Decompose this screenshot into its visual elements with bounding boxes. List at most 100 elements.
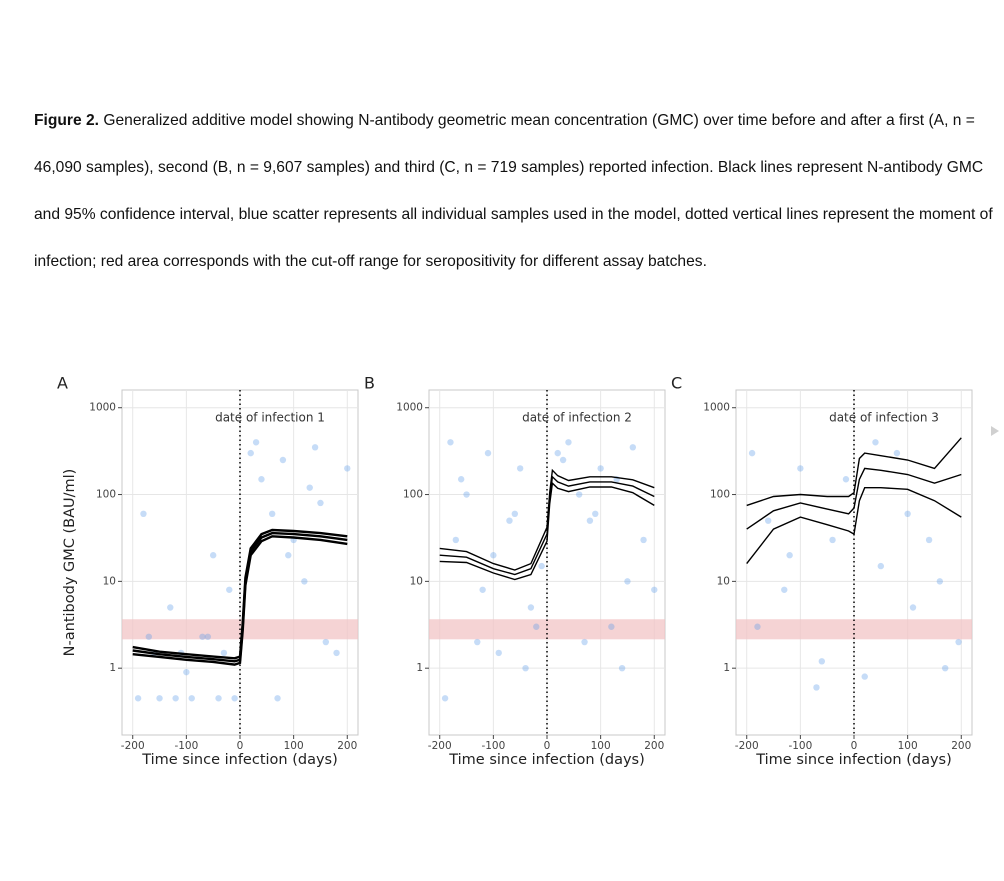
sample-point bbox=[311, 444, 319, 451]
x-tick-label: 100 bbox=[284, 740, 304, 752]
sample-point bbox=[484, 449, 492, 457]
y-tick-label: 10 bbox=[103, 575, 116, 587]
x-tick-label: 100 bbox=[591, 740, 611, 752]
x-tick-label: -100 bbox=[481, 740, 505, 752]
y-tick-label: 10 bbox=[717, 575, 730, 587]
gmc-line bbox=[132, 535, 348, 666]
y-tick-label: 1 bbox=[416, 662, 423, 674]
x-tick-label: -100 bbox=[174, 740, 198, 752]
sample-point bbox=[893, 449, 901, 457]
sample-point bbox=[904, 510, 911, 518]
gmc-line bbox=[746, 467, 962, 530]
sample-point bbox=[818, 658, 826, 665]
sample-point bbox=[140, 510, 147, 518]
gmc-line bbox=[746, 437, 962, 507]
caption-label: Figure 2. bbox=[34, 112, 99, 129]
gmc-line bbox=[439, 475, 655, 576]
sample-point bbox=[441, 695, 449, 702]
y-tick-label: 100 bbox=[710, 489, 730, 501]
plot-content bbox=[736, 390, 972, 735]
sample-point bbox=[452, 536, 460, 544]
sample-point bbox=[559, 456, 567, 464]
sample-point bbox=[651, 586, 658, 593]
sample-point bbox=[333, 649, 340, 657]
sample-point bbox=[941, 664, 949, 672]
sample-point bbox=[936, 578, 944, 585]
sample-point bbox=[786, 552, 793, 559]
sample-point bbox=[231, 695, 238, 702]
x-tick-label: -100 bbox=[788, 740, 812, 752]
sample-point bbox=[188, 695, 195, 702]
figure-caption: Figure 2. Generalized additive model sho… bbox=[34, 97, 994, 285]
sample-point bbox=[447, 439, 454, 446]
sample-point bbox=[490, 552, 497, 559]
sample-point bbox=[344, 465, 351, 472]
y-tick-label: 1 bbox=[723, 662, 730, 674]
sample-point bbox=[925, 536, 933, 544]
sample-point bbox=[581, 638, 588, 646]
sample-point bbox=[955, 638, 962, 646]
sample-point bbox=[252, 439, 260, 446]
sample-point bbox=[624, 578, 631, 585]
panel-label: B bbox=[364, 374, 375, 393]
sample-point bbox=[183, 668, 190, 676]
x-tick-label: 200 bbox=[644, 740, 664, 752]
y-tick-label: 1000 bbox=[396, 402, 423, 414]
sample-point bbox=[527, 604, 535, 611]
sample-point bbox=[586, 517, 594, 524]
sample-point bbox=[463, 491, 470, 498]
sample-point bbox=[215, 695, 222, 702]
plot-content bbox=[429, 390, 665, 735]
sample-point bbox=[317, 499, 324, 507]
sample-point bbox=[209, 552, 217, 559]
gmc-line bbox=[746, 487, 962, 565]
annotation: date of infection 1 bbox=[215, 411, 325, 425]
annotation: date of infection 3 bbox=[829, 411, 939, 425]
sample-point bbox=[748, 449, 756, 457]
x-tick-label: 100 bbox=[898, 740, 918, 752]
sample-point bbox=[145, 633, 153, 640]
panel-label: C bbox=[671, 374, 682, 393]
sample-point bbox=[608, 623, 615, 630]
sample-point bbox=[511, 510, 519, 518]
sample-point bbox=[781, 586, 788, 593]
sample-point bbox=[592, 510, 599, 518]
sample-point bbox=[506, 517, 513, 524]
gmc-line bbox=[439, 468, 655, 571]
sample-point bbox=[538, 562, 545, 570]
y-tick-label: 1000 bbox=[89, 402, 116, 414]
plot-content bbox=[122, 390, 358, 735]
sample-point bbox=[495, 649, 502, 657]
sample-point bbox=[134, 695, 142, 702]
caption-text: Generalized additive model showing N-ant… bbox=[34, 112, 993, 270]
sample-point bbox=[764, 517, 772, 524]
gmc-line bbox=[439, 481, 655, 581]
sample-point bbox=[533, 623, 540, 630]
sample-point bbox=[279, 456, 287, 464]
sample-point bbox=[516, 465, 524, 472]
sample-point bbox=[797, 465, 804, 472]
sample-point bbox=[268, 510, 276, 518]
sample-point bbox=[640, 536, 647, 544]
x-tick-label: 0 bbox=[237, 740, 244, 752]
x-axis-title: Time since infection (days) bbox=[141, 752, 338, 768]
y-tick-label: 1000 bbox=[703, 402, 730, 414]
sample-point bbox=[618, 664, 626, 672]
sample-point bbox=[204, 633, 212, 640]
sample-point bbox=[597, 465, 604, 472]
sample-point bbox=[842, 476, 850, 483]
sample-point bbox=[877, 562, 885, 570]
x-tick-label: 0 bbox=[544, 740, 551, 752]
sample-point bbox=[575, 491, 583, 498]
sample-point bbox=[554, 449, 561, 457]
sample-point bbox=[322, 638, 330, 646]
y-axis-title: N-antibody GMC (BAU/ml) bbox=[62, 469, 78, 657]
x-axis-title: Time since infection (days) bbox=[448, 752, 645, 768]
x-tick-label: -200 bbox=[428, 740, 452, 752]
sample-point bbox=[301, 578, 308, 585]
x-axis-title: Time since infection (days) bbox=[755, 752, 952, 768]
sample-point bbox=[247, 449, 254, 457]
sample-point bbox=[829, 536, 836, 544]
